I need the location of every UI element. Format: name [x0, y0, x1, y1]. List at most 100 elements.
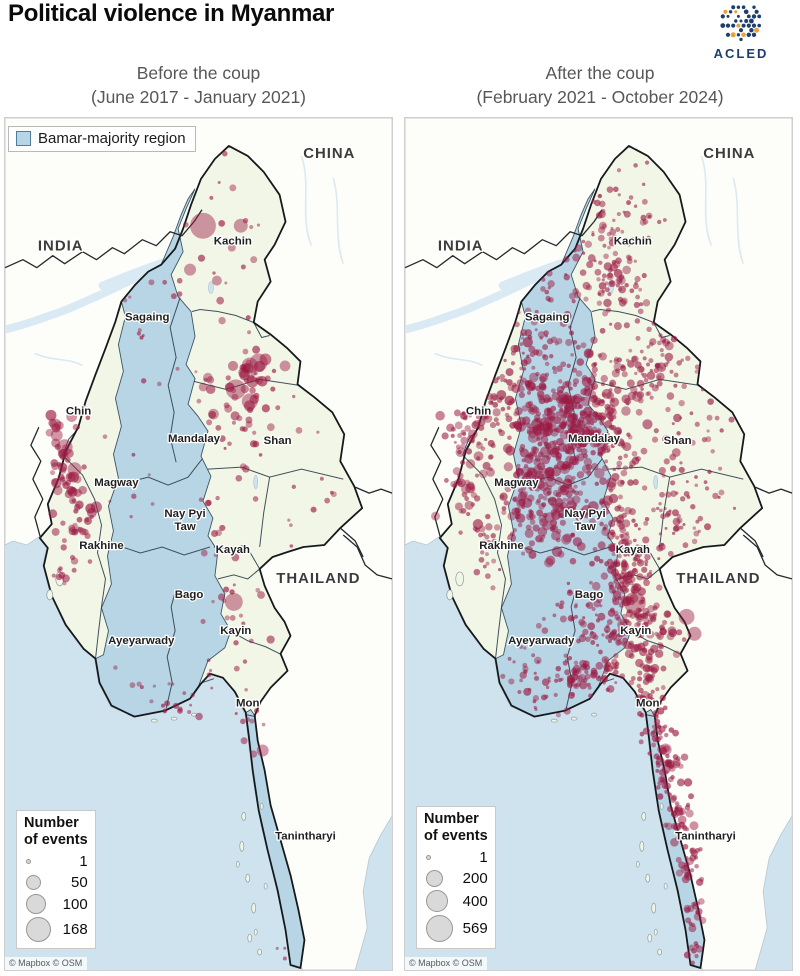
legend-row: 400 [424, 890, 488, 912]
state-boundary [116, 544, 211, 556]
legend-size-circle-icon [26, 858, 31, 864]
state-boundary [253, 322, 270, 339]
legend-size-label: 50 [70, 873, 88, 891]
region-label-magway: Magway [494, 477, 539, 489]
island [263, 882, 268, 890]
state-boundary [217, 568, 261, 580]
island [251, 902, 257, 914]
island [235, 860, 240, 868]
state-boundary [659, 477, 671, 548]
region-label-kayin: Kayin [220, 625, 251, 637]
legend-size-circle-icon [26, 874, 41, 890]
legend-size-label: 168 [62, 921, 88, 938]
region-label-mandalay: Mandalay [568, 433, 621, 445]
island [257, 948, 263, 956]
state-boundary [62, 454, 106, 659]
legend-size-circle-icon [426, 915, 453, 942]
region-label-mon: Mon [236, 698, 259, 710]
country-label-thailand: THAILAND [676, 570, 760, 587]
state-boundary [259, 477, 271, 548]
island [647, 933, 653, 943]
map-before-coup: Kachin Sagaing Chin Mandalay Shan Magway Nay P… [4, 117, 393, 971]
subtitle-before-line1: Before the coup [136, 63, 261, 83]
region-label-mandalay: Mandalay [168, 433, 221, 445]
legend-size-label: 100 [62, 895, 88, 913]
island [259, 803, 264, 810]
map-after-canvas: Kachin Sagaing Chin Mandalay Shan Magway Nay P… [405, 118, 792, 970]
state-boundary [165, 588, 177, 709]
events-legend-before: Number of events 1 50 100 168 [16, 810, 96, 949]
myanmar-border [38, 145, 364, 969]
legend-title-line2: of events [424, 828, 488, 844]
island [446, 589, 454, 601]
island [150, 718, 158, 723]
subtitle-after: After the coup (February 2021 - October … [404, 61, 796, 109]
international-border [5, 209, 203, 269]
international-border [739, 527, 764, 558]
event-dots [431, 160, 737, 966]
legend-title-line1: Number [424, 811, 479, 827]
state-boundary [591, 309, 654, 323]
international-border [405, 209, 603, 269]
state-boundary [229, 630, 282, 656]
river [34, 352, 83, 367]
island [241, 812, 247, 821]
international-border [339, 527, 364, 558]
country-label-india: INDIA [438, 238, 484, 255]
international-border [754, 486, 792, 494]
lake [253, 474, 258, 490]
state-boundary [124, 458, 203, 486]
events-legend-after: Number of events 1 200 400 569 [416, 806, 496, 949]
legend-size-circle-icon [426, 869, 443, 887]
region-label-rakhine: Rakhine [79, 540, 123, 552]
lake [208, 281, 214, 294]
legend-size-circle-icon [426, 890, 448, 912]
bamar-region-legend: Bamar-majority region [8, 126, 196, 152]
legend-row: 168 [24, 917, 88, 942]
region-label-chin: Chin [466, 405, 491, 417]
bamar-swatch-icon [16, 131, 31, 146]
island [645, 873, 651, 883]
region-label-nay-pyi-taw: Nay Pyi Taw [164, 508, 205, 533]
island [455, 571, 465, 587]
legend-row: 569 [424, 915, 488, 942]
region-label-kayah: Kayah [616, 544, 650, 556]
legend-size-label: 200 [462, 869, 488, 887]
legend-rows: 1 200 400 569 [424, 848, 488, 942]
acled-logo-text: ACLED [713, 46, 769, 61]
international-border [742, 534, 792, 580]
island [170, 716, 178, 721]
subtitle-before: Before the coup (June 2017 - January 202… [4, 61, 393, 109]
country-label-thailand: THAILAND [276, 570, 360, 587]
region-label-kayah: Kayah [216, 544, 250, 556]
region-label-sagaing: Sagaing [125, 312, 169, 324]
island [247, 933, 253, 943]
region-label-ayeyarwady: Ayeyarwady [508, 635, 575, 647]
region-label-magway: Magway [94, 477, 139, 489]
region-label-kachin: Kachin [214, 236, 252, 248]
state-boundary [213, 544, 261, 570]
international-border [342, 534, 392, 580]
river [405, 257, 571, 334]
lake [653, 474, 658, 490]
island [591, 712, 597, 717]
map-attribution: © Mapbox © OSM [5, 957, 88, 970]
island [570, 716, 578, 721]
legend-size-label: 400 [462, 892, 488, 910]
legend-size-circle-icon [26, 917, 51, 942]
river [332, 177, 345, 264]
legend-size-circle-icon [26, 894, 46, 914]
region-label-kachin: Kachin [614, 236, 652, 248]
legend-row: 100 [24, 894, 88, 914]
region-label-mon: Mon [636, 698, 659, 710]
river [98, 257, 171, 290]
map-labels: Kachin Sagaing Chin Mandalay Shan Magway Nay P… [36, 143, 361, 843]
page-title: Political violence in Myanmar [8, 0, 335, 27]
island [657, 948, 663, 956]
acled-globe-icon [720, 5, 762, 42]
map-labels: Kachin Sagaing Chin Mandalay Shan Magway Nay P… [436, 143, 761, 843]
state-boundary [462, 454, 506, 659]
legend-row: 200 [424, 869, 488, 887]
bamar-legend-label: Bamar-majority region [38, 130, 186, 147]
island [550, 718, 558, 723]
